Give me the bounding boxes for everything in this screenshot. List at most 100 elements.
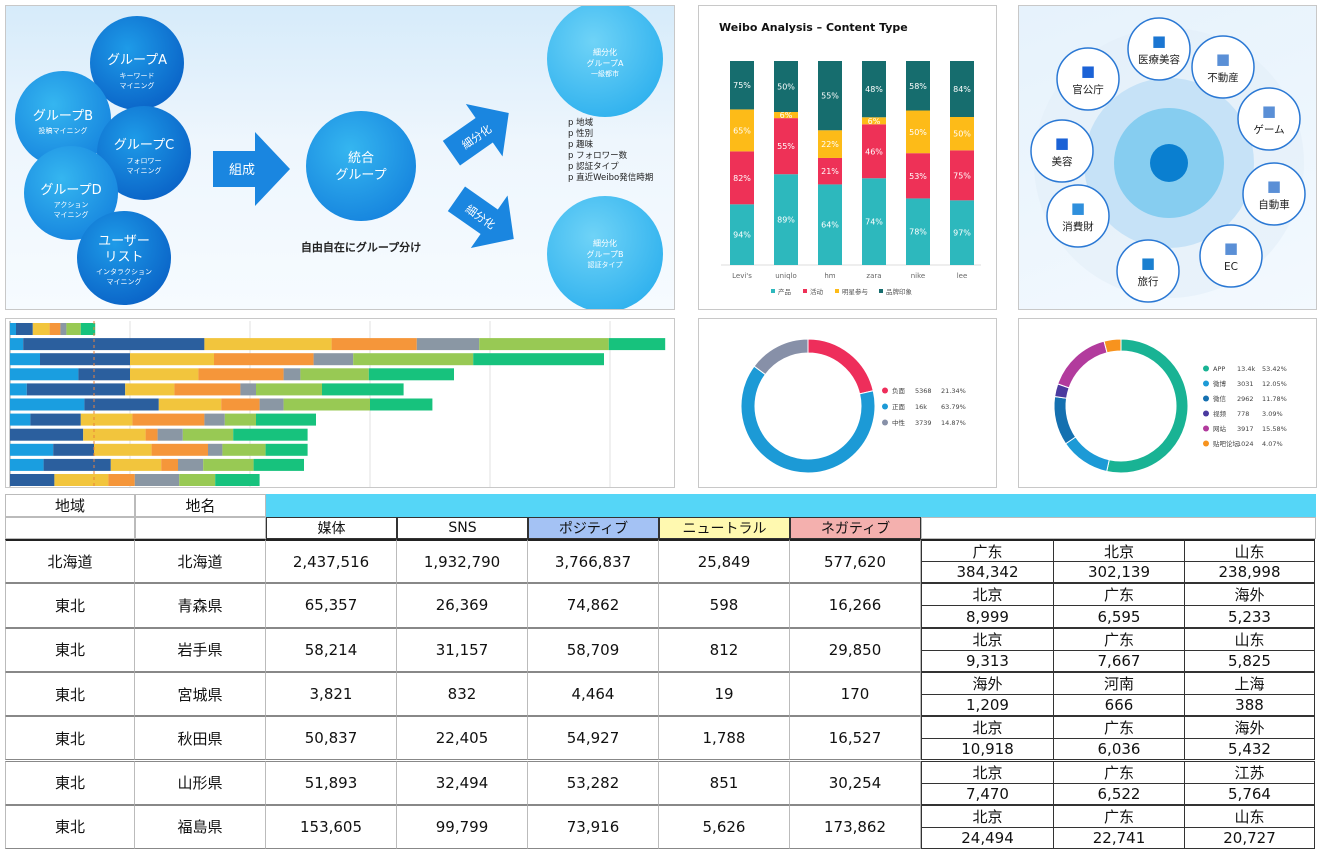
industry-person: ■ 医療美容: [1127, 17, 1191, 81]
donut-slice: [1057, 340, 1108, 389]
industry-label: 美容: [1052, 155, 1074, 168]
value-cell: 5,626: [659, 804, 790, 850]
column-header: ネガティブ: [790, 517, 921, 539]
bar-segment: [49, 323, 61, 335]
bar-segment: [253, 458, 304, 471]
grouping-diagram-panel: グループA キーワード マイニング グループB 投稿マイニング グループC フォ…: [5, 5, 675, 310]
data-label: 50%: [777, 83, 795, 92]
legend-label: 网站: [1213, 424, 1227, 433]
bar-segment: [10, 474, 55, 486]
value-cell: 577,620: [790, 539, 921, 584]
bar-segment: [283, 398, 370, 411]
top-province-name: 海外: [1184, 583, 1315, 606]
data-label: 55%: [777, 142, 795, 151]
top-province-value: 5,825: [1184, 649, 1315, 672]
industry-label: 不動産: [1207, 71, 1239, 84]
box-icon: ■: [1071, 199, 1085, 217]
bar-segment: [182, 428, 234, 441]
lipstick-icon: ■: [1055, 134, 1069, 152]
legend-label: 负面: [892, 386, 906, 395]
value-cell: 99,799: [397, 804, 528, 850]
data-label: 53%: [909, 172, 927, 181]
top-province-name: 河南: [1053, 671, 1184, 695]
sentiment-donut-panel: 负面 5368 21.34% 正面 16k 63.79% 中性 3739 14.87%: [698, 318, 997, 488]
region-cell: 東北: [5, 671, 135, 717]
legend-swatch: [1203, 395, 1209, 402]
top-province-value: 302,139: [1053, 561, 1184, 584]
header-banner: [266, 494, 1316, 517]
bar-segment: [32, 323, 50, 335]
legend-percent: 12.05%: [1262, 380, 1287, 388]
svg-text:グループA: グループA: [107, 53, 167, 68]
top-province-name: 北京: [1053, 539, 1184, 562]
bar-segment: [862, 124, 886, 179]
svg-text:マイニング: マイニング: [107, 277, 142, 286]
user-list-circle: ユーザー リスト インタラクション マイニング: [77, 211, 171, 305]
x-tick-label: hm: [824, 272, 835, 280]
place-cell: 宮城県: [135, 671, 266, 717]
x-tick-label: zara: [866, 272, 881, 280]
top-province-name: 广东: [921, 539, 1053, 562]
svg-text:認証タイプ: 認証タイプ: [588, 260, 623, 269]
region-cell: 東北: [5, 583, 135, 628]
value-cell: 32,494: [397, 760, 528, 805]
top-province-value: 24,494: [921, 826, 1053, 850]
bar-segment: [259, 398, 284, 411]
bar-segment: [204, 338, 332, 351]
legend-value: 3739: [915, 419, 932, 427]
value-cell: 2,437,516: [266, 539, 397, 584]
column-header: ポジティブ: [528, 517, 659, 539]
bar-segment: [80, 413, 133, 426]
chart-title: Weibo Analysis – Content Type: [719, 21, 908, 34]
value-cell: 58,214: [266, 627, 397, 672]
legend-swatch: [1203, 410, 1209, 417]
top-province-value: 9,313: [921, 649, 1053, 672]
legend-swatch: [879, 289, 883, 293]
industry-label: ゲーム: [1253, 124, 1284, 136]
bar-segment: [322, 383, 404, 396]
data-label: 6%: [780, 111, 793, 120]
data-label: 46%: [865, 147, 883, 156]
bar-segment: [818, 184, 842, 265]
legend-value: 2962: [1237, 395, 1254, 403]
industry-circle: [1237, 87, 1301, 151]
data-label: 50%: [909, 128, 927, 137]
bar-segment: [10, 338, 24, 351]
channel-donut-chart: APP 13.4k 53.42% 微博 3031 12.05% 微信 2962 11.78% 视频…: [1053, 338, 1287, 474]
header-blank: [135, 517, 266, 539]
top-province-name: 广东: [1053, 804, 1184, 827]
svg-text:組成: 組成: [229, 163, 255, 178]
svg-text:細分化: 細分化: [593, 47, 617, 57]
x-tick-label: lee: [957, 272, 968, 280]
svg-text:p 直近Weibo発信時期: p 直近Weibo発信時期: [568, 172, 653, 183]
region-data-table: 地域 地名 媒体 SNS ポジティブ ニュートラル ネガティブ 北海道 北海道 2,437,516…: [5, 494, 1316, 851]
region-cell: 北海道: [5, 539, 135, 584]
bar-segment: [862, 117, 886, 125]
legend-label: 贴吧论坛: [1213, 439, 1240, 448]
legend-label: 明星参与: [842, 287, 868, 296]
x-tick-label: Levi's: [732, 272, 752, 280]
legend-swatch: [882, 403, 888, 410]
value-cell: 31,157: [397, 627, 528, 672]
region-cell: 東北: [5, 627, 135, 672]
value-cell: 65,357: [266, 583, 397, 628]
industry-gamepad: ■ ゲーム: [1237, 87, 1301, 151]
data-label: 21%: [821, 167, 839, 176]
bar-segment: [774, 61, 798, 112]
top-province-name: 广东: [1053, 716, 1184, 739]
legend-swatch: [1203, 440, 1209, 447]
bar-segment: [78, 368, 130, 381]
legend-percent: 11.78%: [1262, 395, 1287, 403]
value-cell: 26,369: [397, 583, 528, 628]
value-cell: 29,850: [790, 627, 921, 672]
bar-segment: [10, 383, 27, 396]
top-province-value: 10,918: [921, 738, 1053, 761]
bar-segment: [10, 458, 44, 471]
data-label: 58%: [909, 82, 927, 91]
grouping-diagram: グループA キーワード マイニング グループB 投稿マイニング グループC フォ…: [15, 6, 663, 309]
industry-circle: [1199, 224, 1263, 288]
value-cell: 74,862: [528, 583, 659, 628]
column-header: SNS: [397, 517, 528, 539]
x-tick-label: uniqlo: [775, 272, 797, 280]
value-cell: 22,405: [397, 716, 528, 761]
